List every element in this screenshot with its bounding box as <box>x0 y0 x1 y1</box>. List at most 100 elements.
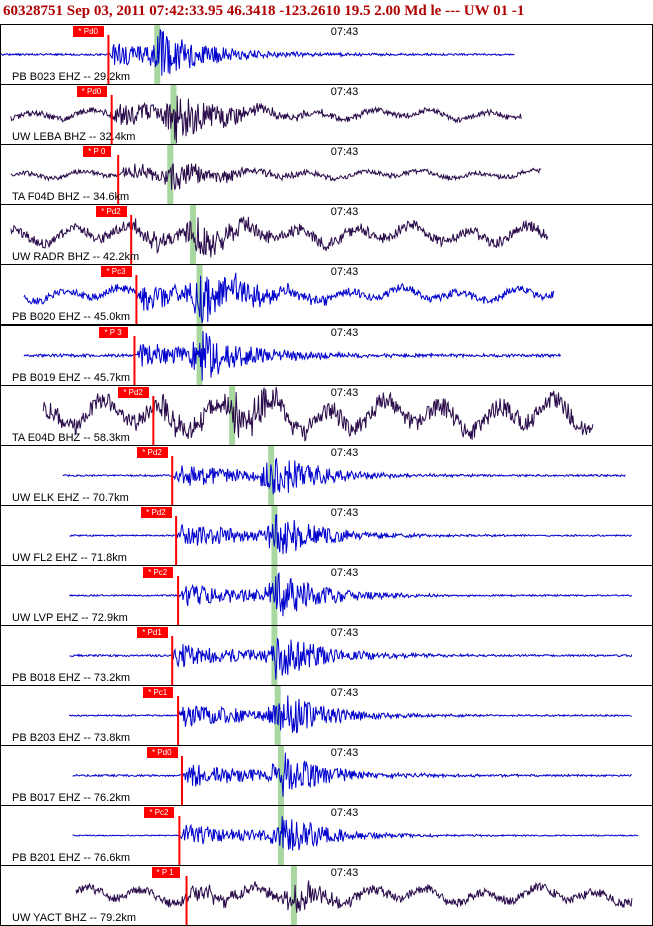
pick-flag[interactable]: * Pd2 <box>141 507 172 518</box>
waveform-trace <box>75 880 633 913</box>
waveform-plot <box>68 686 632 745</box>
waveform-plot <box>69 506 632 565</box>
time-tick-label: 07:43 <box>330 687 359 699</box>
waveform-plot <box>10 85 522 144</box>
station-label: UW FL2 EHZ -- 71.8km <box>12 552 127 564</box>
s-arrival-band <box>277 806 284 865</box>
waveform-plot <box>23 265 555 324</box>
station-label: UW LEBA BHZ -- 32.4km <box>12 131 136 143</box>
pick-flag[interactable]: * Pd2 <box>137 447 168 458</box>
s-arrival-band <box>271 506 278 565</box>
s-arrival-band <box>196 265 203 324</box>
s-arrival-band <box>167 145 174 204</box>
pick-flag[interactable]: * Pd2 <box>96 206 127 217</box>
station-label: PB B201 EHZ -- 76.6km <box>12 852 130 864</box>
pick-flag[interactable]: * Pd0 <box>73 26 104 37</box>
time-tick-label: 07:43 <box>330 327 359 339</box>
trace-panel[interactable]: * Pd0 07:43 PB B017 EHZ -- 76.2km <box>0 745 653 806</box>
trace-panel[interactable]: * P 3 07:43 PB B019 EHZ -- 45.7km <box>0 325 653 386</box>
time-tick-label: 07:43 <box>330 86 359 98</box>
trace-panel[interactable]: * Pc1 07:43 PB B203 EHZ -- 73.8km <box>0 685 653 746</box>
time-tick-label: 07:43 <box>330 206 359 218</box>
station-label: PB B019 EHZ -- 45.7km <box>12 372 130 384</box>
time-tick-label: 07:43 <box>330 807 359 819</box>
pick-flag[interactable]: * Pc3 <box>101 266 132 277</box>
station-label: UW YACT BHZ -- 79.2km <box>12 912 137 924</box>
pick-flag[interactable]: * Pd0 <box>76 86 108 97</box>
trace-panel[interactable]: * Pd1 07:43 PB B018 EHZ -- 73.2km <box>0 625 653 686</box>
s-arrival-band <box>274 686 281 745</box>
pick-flag[interactable]: * Pd2 <box>118 387 149 398</box>
station-label: PB B020 EHZ -- 45.0km <box>12 311 130 323</box>
waveform-trace <box>10 95 522 144</box>
waveform-plot <box>69 626 633 685</box>
waveform-plot <box>10 205 549 264</box>
s-arrival-band <box>271 566 278 625</box>
waveform-plot <box>23 326 562 385</box>
time-tick-label: 07:43 <box>330 507 359 519</box>
waveform-trace <box>10 215 549 258</box>
station-label: UW ELK EHZ -- 70.7km <box>12 492 129 504</box>
waveform-trace <box>72 816 639 851</box>
time-tick-label: 07:43 <box>330 567 359 579</box>
pick-flag[interactable]: * P 1 <box>151 867 180 878</box>
time-tick-label: 07:43 <box>330 266 359 278</box>
waveform-plot <box>75 866 633 925</box>
trace-panel[interactable]: * Pc3 07:43 PB B020 EHZ -- 45.0km <box>0 264 653 325</box>
waveform-trace <box>1 29 515 76</box>
station-label: PB B203 EHZ -- 73.8km <box>12 732 130 744</box>
time-tick-label: 07:43 <box>330 747 359 759</box>
trace-panel[interactable]: * Pc2 07:43 UW LVP EHZ -- 72.9km <box>0 565 653 626</box>
station-label: UW RADR BHZ -- 42.2km <box>12 251 140 263</box>
waveform-plot <box>69 566 633 625</box>
s-arrival-band <box>290 866 297 925</box>
waveform-trace <box>42 386 594 442</box>
waveform-plot <box>42 386 594 445</box>
waveform-plot <box>72 806 639 865</box>
waveform-trace <box>10 163 542 191</box>
seismogram-panels: * Pd0 07:43 PB B023 EHZ -- 29.2km * Pd0 07:4… <box>0 24 653 926</box>
waveform-plot <box>1 25 515 84</box>
trace-panel[interactable]: * P 0 07:43 TA F04D BHZ -- 34.6km <box>0 144 653 205</box>
pick-flag[interactable]: * Pc2 <box>143 567 174 578</box>
pick-flag[interactable]: * P 0 <box>83 146 112 157</box>
waveform-plot <box>10 145 542 204</box>
pick-flag[interactable]: * Pd0 <box>146 747 178 758</box>
trace-panel[interactable]: * Pd2 07:43 UW ELK EHZ -- 70.7km <box>0 445 653 506</box>
trace-panel[interactable]: * Pd0 07:43 UW LEBA BHZ -- 32.4km <box>0 84 653 145</box>
time-tick-label: 07:43 <box>330 26 359 38</box>
pick-flag[interactable]: * Pc1 <box>143 687 174 698</box>
waveform-plot <box>62 446 626 505</box>
time-tick-label: 07:43 <box>330 146 359 158</box>
time-tick-label: 07:43 <box>330 447 359 459</box>
station-label: PB B017 EHZ -- 76.2km <box>12 792 130 804</box>
trace-panel[interactable]: * P 1 07:43 UW YACT BHZ -- 79.2km <box>0 865 653 926</box>
waveform-trace <box>69 638 633 680</box>
waveform-trace <box>23 331 562 381</box>
time-tick-label: 07:43 <box>330 867 359 879</box>
station-label: UW LVP EHZ -- 72.9km <box>12 612 128 624</box>
station-label: TA E04D BHZ -- 58.3km <box>12 432 130 444</box>
waveform-trace <box>23 272 555 324</box>
trace-panel[interactable]: * Pd2 07:43 UW RADR BHZ -- 42.2km <box>0 204 653 265</box>
waveform-trace <box>72 752 632 797</box>
trace-panel[interactable]: * Pc2 07:43 PB B201 EHZ -- 76.6km <box>0 805 653 866</box>
station-label: PB B018 EHZ -- 73.2km <box>12 672 130 684</box>
waveform-trace <box>69 572 633 617</box>
time-tick-label: 07:43 <box>330 627 359 639</box>
pick-flag[interactable]: * P 3 <box>99 327 128 338</box>
waveform-trace <box>68 695 632 734</box>
time-tick-label: 07:43 <box>330 387 359 399</box>
pick-flag[interactable]: * Pc2 <box>144 807 175 818</box>
pick-flag[interactable]: * Pd1 <box>137 627 168 638</box>
trace-panel[interactable]: * Pd0 07:43 PB B023 EHZ -- 29.2km <box>0 24 653 85</box>
station-label: TA F04D BHZ -- 34.6km <box>12 191 130 203</box>
s-arrival-band <box>268 446 275 505</box>
s-arrival-band <box>170 85 177 144</box>
trace-panel[interactable]: * Pd2 07:43 TA E04D BHZ -- 58.3km <box>0 385 653 446</box>
event-header: 60328751 Sep 03, 2011 07:42:33.95 46.341… <box>0 0 653 24</box>
waveform-trace <box>69 513 632 555</box>
waveform-trace <box>62 457 626 495</box>
trace-panel[interactable]: * Pd2 07:43 UW FL2 EHZ -- 71.8km <box>0 505 653 566</box>
station-label: PB B023 EHZ -- 29.2km <box>12 71 130 83</box>
